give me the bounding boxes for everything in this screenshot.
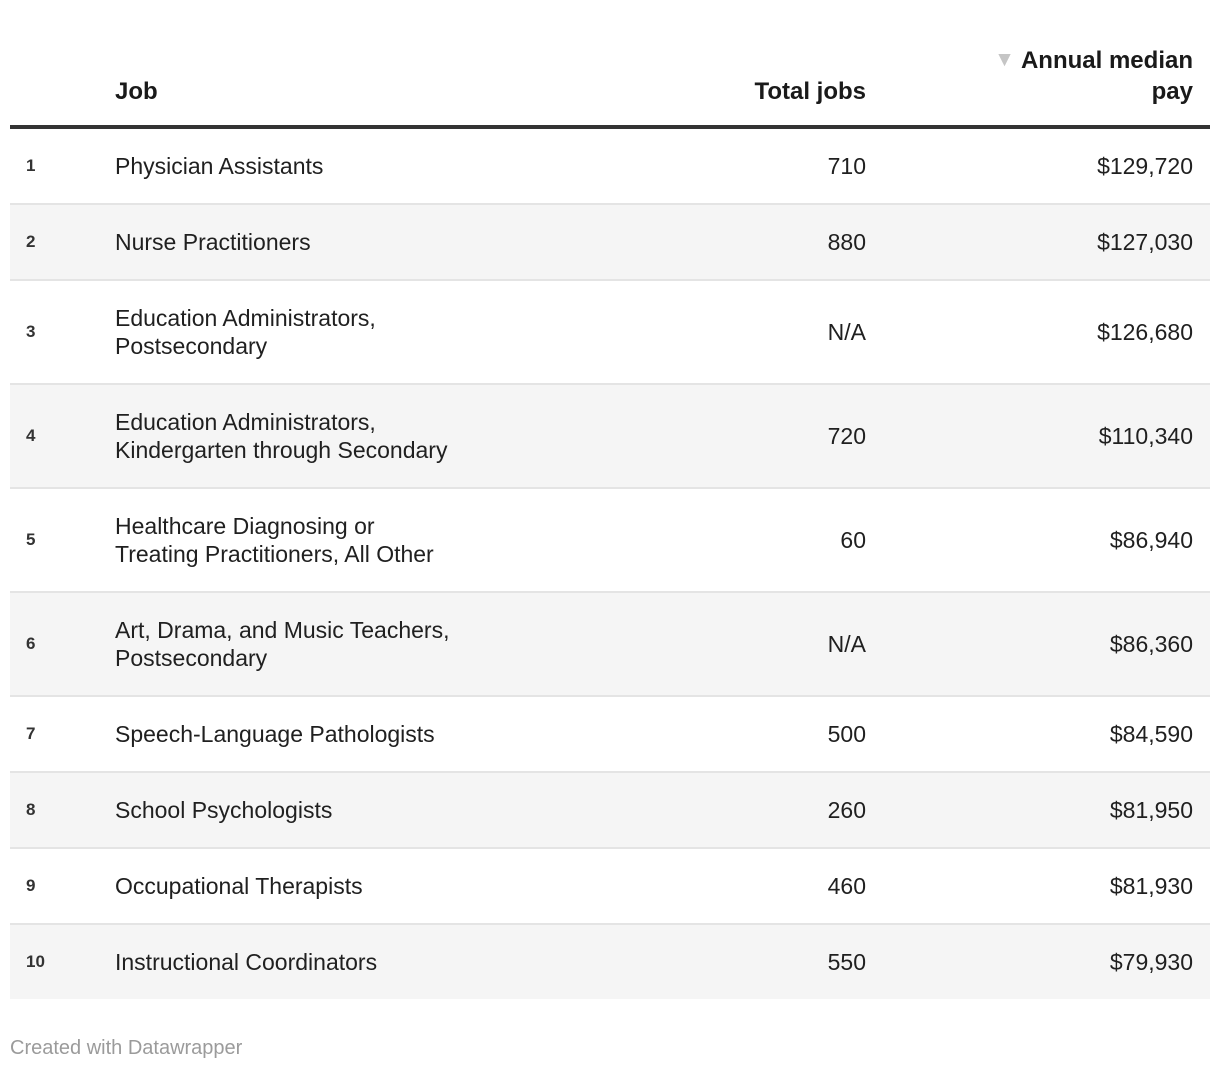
total-jobs-cell: 720 — [827, 423, 866, 449]
table-row: 9 Occupational Therapists 460 $81,930 — [10, 848, 1210, 924]
table-row: 6 Art, Drama, and Music Teachers, Postse… — [10, 592, 1210, 696]
job-cell: Physician Assistants — [115, 153, 324, 179]
header-total-jobs[interactable]: Total jobs — [695, 0, 866, 129]
rank-cell: 5 — [26, 530, 36, 549]
rank-cell: 7 — [26, 724, 36, 743]
total-jobs-cell: N/A — [827, 319, 866, 345]
table-row: 3 Education Administrators, Postsecondar… — [10, 280, 1210, 384]
total-jobs-cell: 500 — [827, 721, 866, 747]
header-job[interactable]: Job — [115, 0, 695, 129]
pay-cell: $126,680 — [1097, 319, 1193, 345]
rank-cell: 10 — [26, 952, 45, 971]
data-table: Job Total jobs ▼ Annual median pay 1 Phys… — [10, 0, 1210, 999]
total-jobs-cell: N/A — [827, 631, 866, 657]
job-cell: Art, Drama, and Music Teachers, Postseco… — [115, 617, 450, 671]
table-row: 1 Physician Assistants 710 $129,720 — [10, 127, 1210, 204]
rank-cell: 9 — [26, 876, 36, 895]
header-row: Job Total jobs ▼ Annual median pay — [10, 0, 1210, 129]
rank-cell: 4 — [26, 426, 36, 445]
table-chart: Job Total jobs ▼ Annual median pay 1 Phys… — [10, 0, 1210, 999]
header-annual-median-pay[interactable]: ▼ Annual median pay — [866, 0, 1210, 129]
header-rank — [10, 0, 115, 129]
table-row: 5 Healthcare Diagnosing or Treating Prac… — [10, 488, 1210, 592]
total-jobs-cell: 710 — [827, 153, 866, 179]
pay-cell: $79,930 — [1109, 949, 1193, 975]
datawrapper-credit-link[interactable]: Created with Datawrapper — [10, 1037, 243, 1059]
rank-cell: 2 — [26, 232, 36, 251]
job-cell: Instructional Coordinators — [115, 949, 378, 975]
total-jobs-cell: 460 — [827, 873, 866, 899]
job-cell: Education Administrators, Kindergarten t… — [115, 409, 448, 463]
rank-cell: 6 — [26, 634, 36, 653]
table-row: 7 Speech-Language Pathologists 500 $84,5… — [10, 696, 1210, 772]
pay-cell: $81,930 — [1109, 873, 1193, 899]
pay-cell: $86,940 — [1109, 527, 1193, 553]
pay-cell: $127,030 — [1097, 229, 1193, 255]
sort-desc-icon: ▼ — [994, 48, 1015, 71]
rank-cell: 8 — [26, 800, 36, 819]
table-row: 10 Instructional Coordinators 550 $79,93… — [10, 924, 1210, 999]
rank-cell: 3 — [26, 322, 36, 341]
pay-cell: $129,720 — [1097, 153, 1193, 179]
total-jobs-cell: 880 — [827, 229, 866, 255]
pay-cell: $86,360 — [1109, 631, 1193, 657]
job-cell: Occupational Therapists — [115, 873, 363, 899]
total-jobs-cell: 60 — [840, 527, 866, 553]
total-jobs-cell: 550 — [827, 949, 866, 975]
attribution: Created with Datawrapper — [10, 1037, 1220, 1060]
job-cell: Nurse Practitioners — [115, 229, 311, 255]
job-cell: Speech-Language Pathologists — [115, 721, 435, 747]
job-cell: School Psychologists — [115, 797, 333, 823]
pay-cell: $110,340 — [1098, 423, 1193, 449]
rank-cell: 1 — [26, 156, 36, 175]
header-pay-label: Annual median pay — [1020, 47, 1193, 105]
job-cell: Healthcare Diagnosing or Treating Practi… — [115, 513, 434, 567]
table-row: 2 Nurse Practitioners 880 $127,030 — [10, 204, 1210, 280]
total-jobs-cell: 260 — [827, 797, 866, 823]
pay-cell: $84,590 — [1109, 721, 1193, 747]
table-row: 4 Education Administrators, Kindergarten… — [10, 384, 1210, 488]
pay-cell: $81,950 — [1109, 797, 1193, 823]
job-cell: Education Administrators, Postsecondary — [115, 305, 376, 359]
table-row: 8 School Psychologists 260 $81,950 — [10, 772, 1210, 848]
